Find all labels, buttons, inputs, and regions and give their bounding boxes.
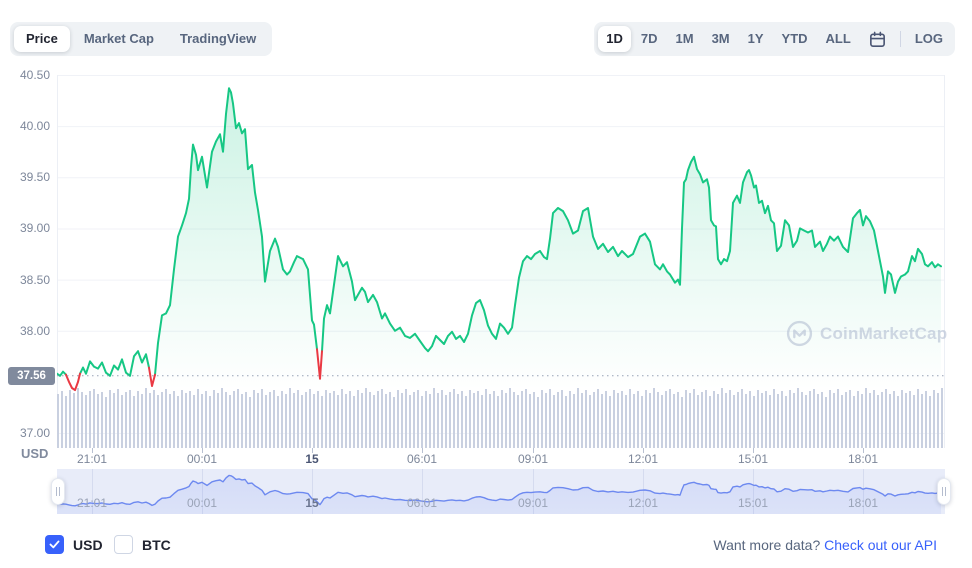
currency-toggle-usd[interactable]: USD: [45, 535, 103, 554]
x-axis-tick-marks: [92, 448, 864, 453]
range-3m[interactable]: 3M: [711, 31, 730, 46]
range-1m[interactable]: 1M: [675, 31, 694, 46]
navigator-label: 18:01: [847, 496, 879, 510]
navigator-right-handle[interactable]: [937, 478, 951, 505]
x-axis-label: 21:01: [76, 452, 108, 466]
chart-type-tab-group: Price Market Cap TradingView: [10, 22, 273, 56]
price-line-up: [57, 87, 942, 377]
currency-toggle-btc[interactable]: BTC: [114, 535, 171, 554]
x-axis-label: 15:01: [737, 452, 769, 466]
checkbox-unchecked[interactable]: [114, 535, 133, 554]
log-scale-button[interactable]: LOG: [914, 31, 943, 46]
check-icon: [49, 540, 60, 549]
navigator-label: 15:01: [737, 496, 769, 510]
divider: [899, 31, 901, 47]
y-axis-label: 40.50: [19, 68, 50, 82]
currency-label: BTC: [142, 536, 171, 553]
y-axis-unit-label: USD: [21, 446, 49, 461]
last-price-badge: 37.56: [8, 366, 55, 385]
x-axis-label: 18:01: [847, 452, 879, 466]
api-prompt: Want more data? Check out our API: [713, 537, 937, 553]
currency-label: USD: [73, 536, 103, 553]
navigator-label: 00:01: [186, 496, 218, 510]
range-ytd[interactable]: YTD: [781, 31, 808, 46]
y-axis-label: 39.50: [19, 170, 50, 185]
y-axis-label: 38.00: [19, 323, 50, 338]
x-axis-label: 00:01: [186, 452, 218, 466]
calendar-button[interactable]: [861, 26, 894, 53]
y-axis-label: 37.00: [19, 426, 50, 441]
checkbox-checked[interactable]: [45, 535, 64, 554]
range-button-group: 1D 7D 1M 3M 1Y YTD ALL LOG: [594, 22, 955, 56]
navigator-label: 06:01: [406, 496, 438, 510]
range-all[interactable]: ALL: [825, 31, 851, 46]
navigator-label: 15: [305, 496, 319, 510]
y-axis-label: 39.00: [19, 221, 50, 236]
tab-price[interactable]: Price: [14, 26, 70, 52]
navigator-left-handle[interactable]: [51, 478, 65, 505]
tab-market-cap[interactable]: Market Cap: [83, 31, 154, 46]
api-link[interactable]: Check out our API: [824, 537, 937, 553]
x-axis-label: 09:01: [517, 452, 549, 466]
price-area-fill: [57, 88, 941, 391]
range-7d[interactable]: 7D: [640, 31, 658, 46]
range-1d[interactable]: 1D: [598, 26, 631, 52]
tab-tradingview[interactable]: TradingView: [179, 31, 257, 46]
price-line-down: [65, 348, 323, 392]
y-axis-label: 40.00: [19, 119, 50, 134]
range-1y[interactable]: 1Y: [747, 31, 764, 46]
volume-bars: [57, 388, 943, 448]
x-axis-label: 12:01: [627, 452, 659, 466]
x-axis-label: 06:01: [406, 452, 438, 466]
navigator-label: 21:01: [76, 496, 108, 510]
navigator-label: 09:01: [517, 496, 549, 510]
calendar-icon: [869, 31, 885, 47]
x-axis-label: 15: [305, 452, 319, 466]
navigator-chart: [56, 469, 942, 514]
y-axis-label: 38.50: [19, 272, 50, 287]
price-chart-plot[interactable]: [57, 75, 945, 455]
navigator-line: [56, 474, 942, 507]
navigator-label: 12:01: [627, 496, 659, 510]
navigator-strip[interactable]: [56, 469, 945, 514]
